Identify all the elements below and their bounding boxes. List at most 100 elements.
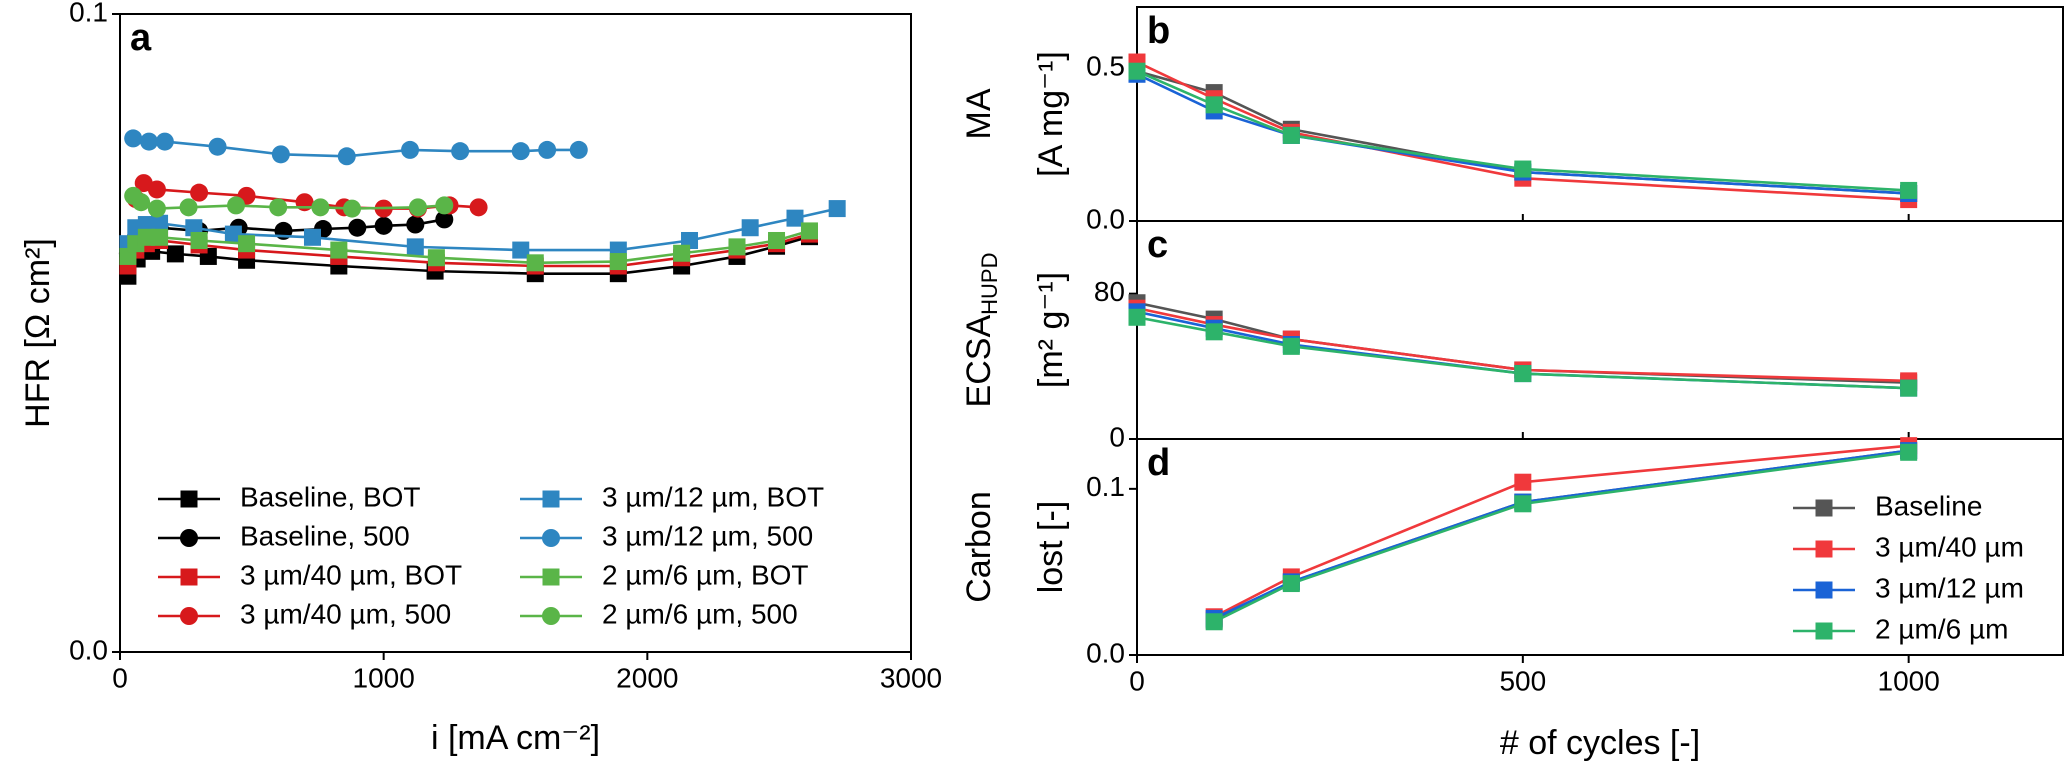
legend-marker bbox=[542, 490, 560, 508]
marker bbox=[1282, 126, 1300, 144]
y-axis-label-text: lost [-] bbox=[1032, 501, 1070, 594]
y-axis-label-text: [m² g⁻¹] bbox=[1032, 272, 1070, 388]
x-tick-label: 3000 bbox=[880, 662, 942, 693]
marker bbox=[728, 238, 746, 256]
legend-marker bbox=[1815, 540, 1833, 558]
legend-marker bbox=[542, 568, 560, 586]
marker bbox=[124, 129, 143, 148]
marker bbox=[427, 249, 445, 267]
panel-label: b bbox=[1147, 10, 1170, 52]
marker bbox=[348, 218, 367, 237]
x-axis-label: i [mA cm⁻²] bbox=[431, 719, 600, 757]
legend-label: 3 µm/12 µm, BOT bbox=[602, 481, 824, 512]
marker bbox=[609, 253, 627, 271]
marker bbox=[1282, 575, 1300, 593]
marker bbox=[401, 140, 420, 159]
y-axis-label: lost [-] bbox=[1032, 501, 1070, 594]
y-tick-label: 0.5 bbox=[1086, 51, 1125, 82]
axes-frame bbox=[1136, 6, 2064, 222]
series-line bbox=[1213, 449, 1909, 620]
legend-label: 3 µm/12 µm bbox=[1875, 572, 2024, 603]
marker bbox=[1205, 96, 1223, 114]
legend-label: 3 µm/12 µm, 500 bbox=[602, 520, 813, 551]
legend-marker bbox=[542, 607, 560, 625]
marker bbox=[673, 244, 691, 262]
marker bbox=[1900, 181, 1918, 199]
marker bbox=[1514, 365, 1532, 383]
marker bbox=[147, 180, 166, 199]
marker bbox=[185, 219, 203, 237]
x-tick-label: 1000 bbox=[353, 662, 415, 693]
marker bbox=[406, 215, 425, 234]
marker bbox=[208, 137, 227, 156]
series-line bbox=[1213, 444, 1909, 618]
marker bbox=[337, 147, 356, 166]
legend-marker bbox=[180, 568, 198, 586]
series-line bbox=[1213, 449, 1909, 622]
marker bbox=[512, 241, 530, 259]
legend-label: 2 µm/6 µm, BOT bbox=[602, 559, 809, 590]
panel-label: c bbox=[1147, 224, 1168, 266]
marker bbox=[137, 228, 155, 246]
x-tick-label: 1000 bbox=[1878, 665, 1940, 696]
marker bbox=[190, 231, 208, 249]
marker bbox=[303, 228, 321, 246]
y-axis-label-text: Carbon bbox=[960, 491, 998, 603]
y-tick-label: 0.0 bbox=[69, 634, 108, 665]
legend-marker bbox=[1815, 499, 1833, 517]
y-tick-label: 0.0 bbox=[1086, 203, 1125, 234]
y-axis-label-subscript: HUPD bbox=[977, 253, 1002, 315]
y-tick-label: 0.1 bbox=[69, 0, 108, 27]
y-axis-label: HFR [Ω cm²] bbox=[19, 238, 57, 428]
legend-label: Baseline, BOT bbox=[240, 481, 421, 512]
y-axis-label: [A mg⁻¹] bbox=[1032, 51, 1070, 177]
axes-frame bbox=[1136, 438, 2064, 656]
y-tick-label: 0.1 bbox=[1086, 471, 1125, 502]
marker bbox=[828, 200, 846, 218]
marker bbox=[166, 245, 184, 263]
legend-label: 2 µm/6 µm, 500 bbox=[602, 598, 798, 629]
panel-label: a bbox=[130, 17, 152, 59]
y-axis-label-text: ECSA bbox=[960, 315, 998, 408]
marker bbox=[786, 209, 804, 227]
marker bbox=[1205, 613, 1223, 631]
marker bbox=[451, 142, 470, 161]
marker bbox=[155, 132, 174, 151]
y-axis-label: ECSAHUPD bbox=[960, 253, 1002, 408]
marker bbox=[435, 196, 454, 215]
legend-label: Baseline, 500 bbox=[240, 520, 410, 551]
x-tick-label: 0 bbox=[112, 662, 128, 693]
marker bbox=[227, 196, 246, 215]
marker bbox=[179, 198, 198, 217]
series-line bbox=[1213, 451, 1909, 623]
marker bbox=[151, 228, 169, 246]
marker bbox=[330, 241, 348, 259]
marker bbox=[151, 214, 169, 232]
marker bbox=[140, 132, 159, 151]
marker bbox=[269, 198, 288, 217]
axes-frame bbox=[1136, 220, 2064, 440]
legend-label: 3 µm/40 µm bbox=[1875, 531, 2024, 562]
marker bbox=[406, 238, 424, 256]
legend-label: Baseline bbox=[1875, 490, 1982, 521]
y-axis-label-text: [A mg⁻¹] bbox=[1032, 51, 1070, 177]
marker bbox=[741, 219, 759, 237]
y-tick-label: 0 bbox=[1109, 421, 1125, 452]
marker bbox=[435, 210, 454, 229]
marker bbox=[800, 222, 818, 240]
marker bbox=[1900, 379, 1918, 397]
legend-marker bbox=[1815, 581, 1833, 599]
marker bbox=[1128, 62, 1146, 80]
marker bbox=[1900, 443, 1918, 461]
marker bbox=[1128, 308, 1146, 326]
panel-label: d bbox=[1147, 442, 1170, 484]
marker bbox=[1514, 495, 1532, 513]
y-axis-label: MA bbox=[960, 88, 998, 139]
x-tick-label: 0 bbox=[1129, 665, 1145, 696]
marker bbox=[768, 231, 786, 249]
legend-label: 2 µm/6 µm bbox=[1875, 613, 2008, 644]
marker bbox=[137, 216, 155, 234]
marker bbox=[1282, 337, 1300, 355]
legend-marker bbox=[180, 607, 198, 625]
